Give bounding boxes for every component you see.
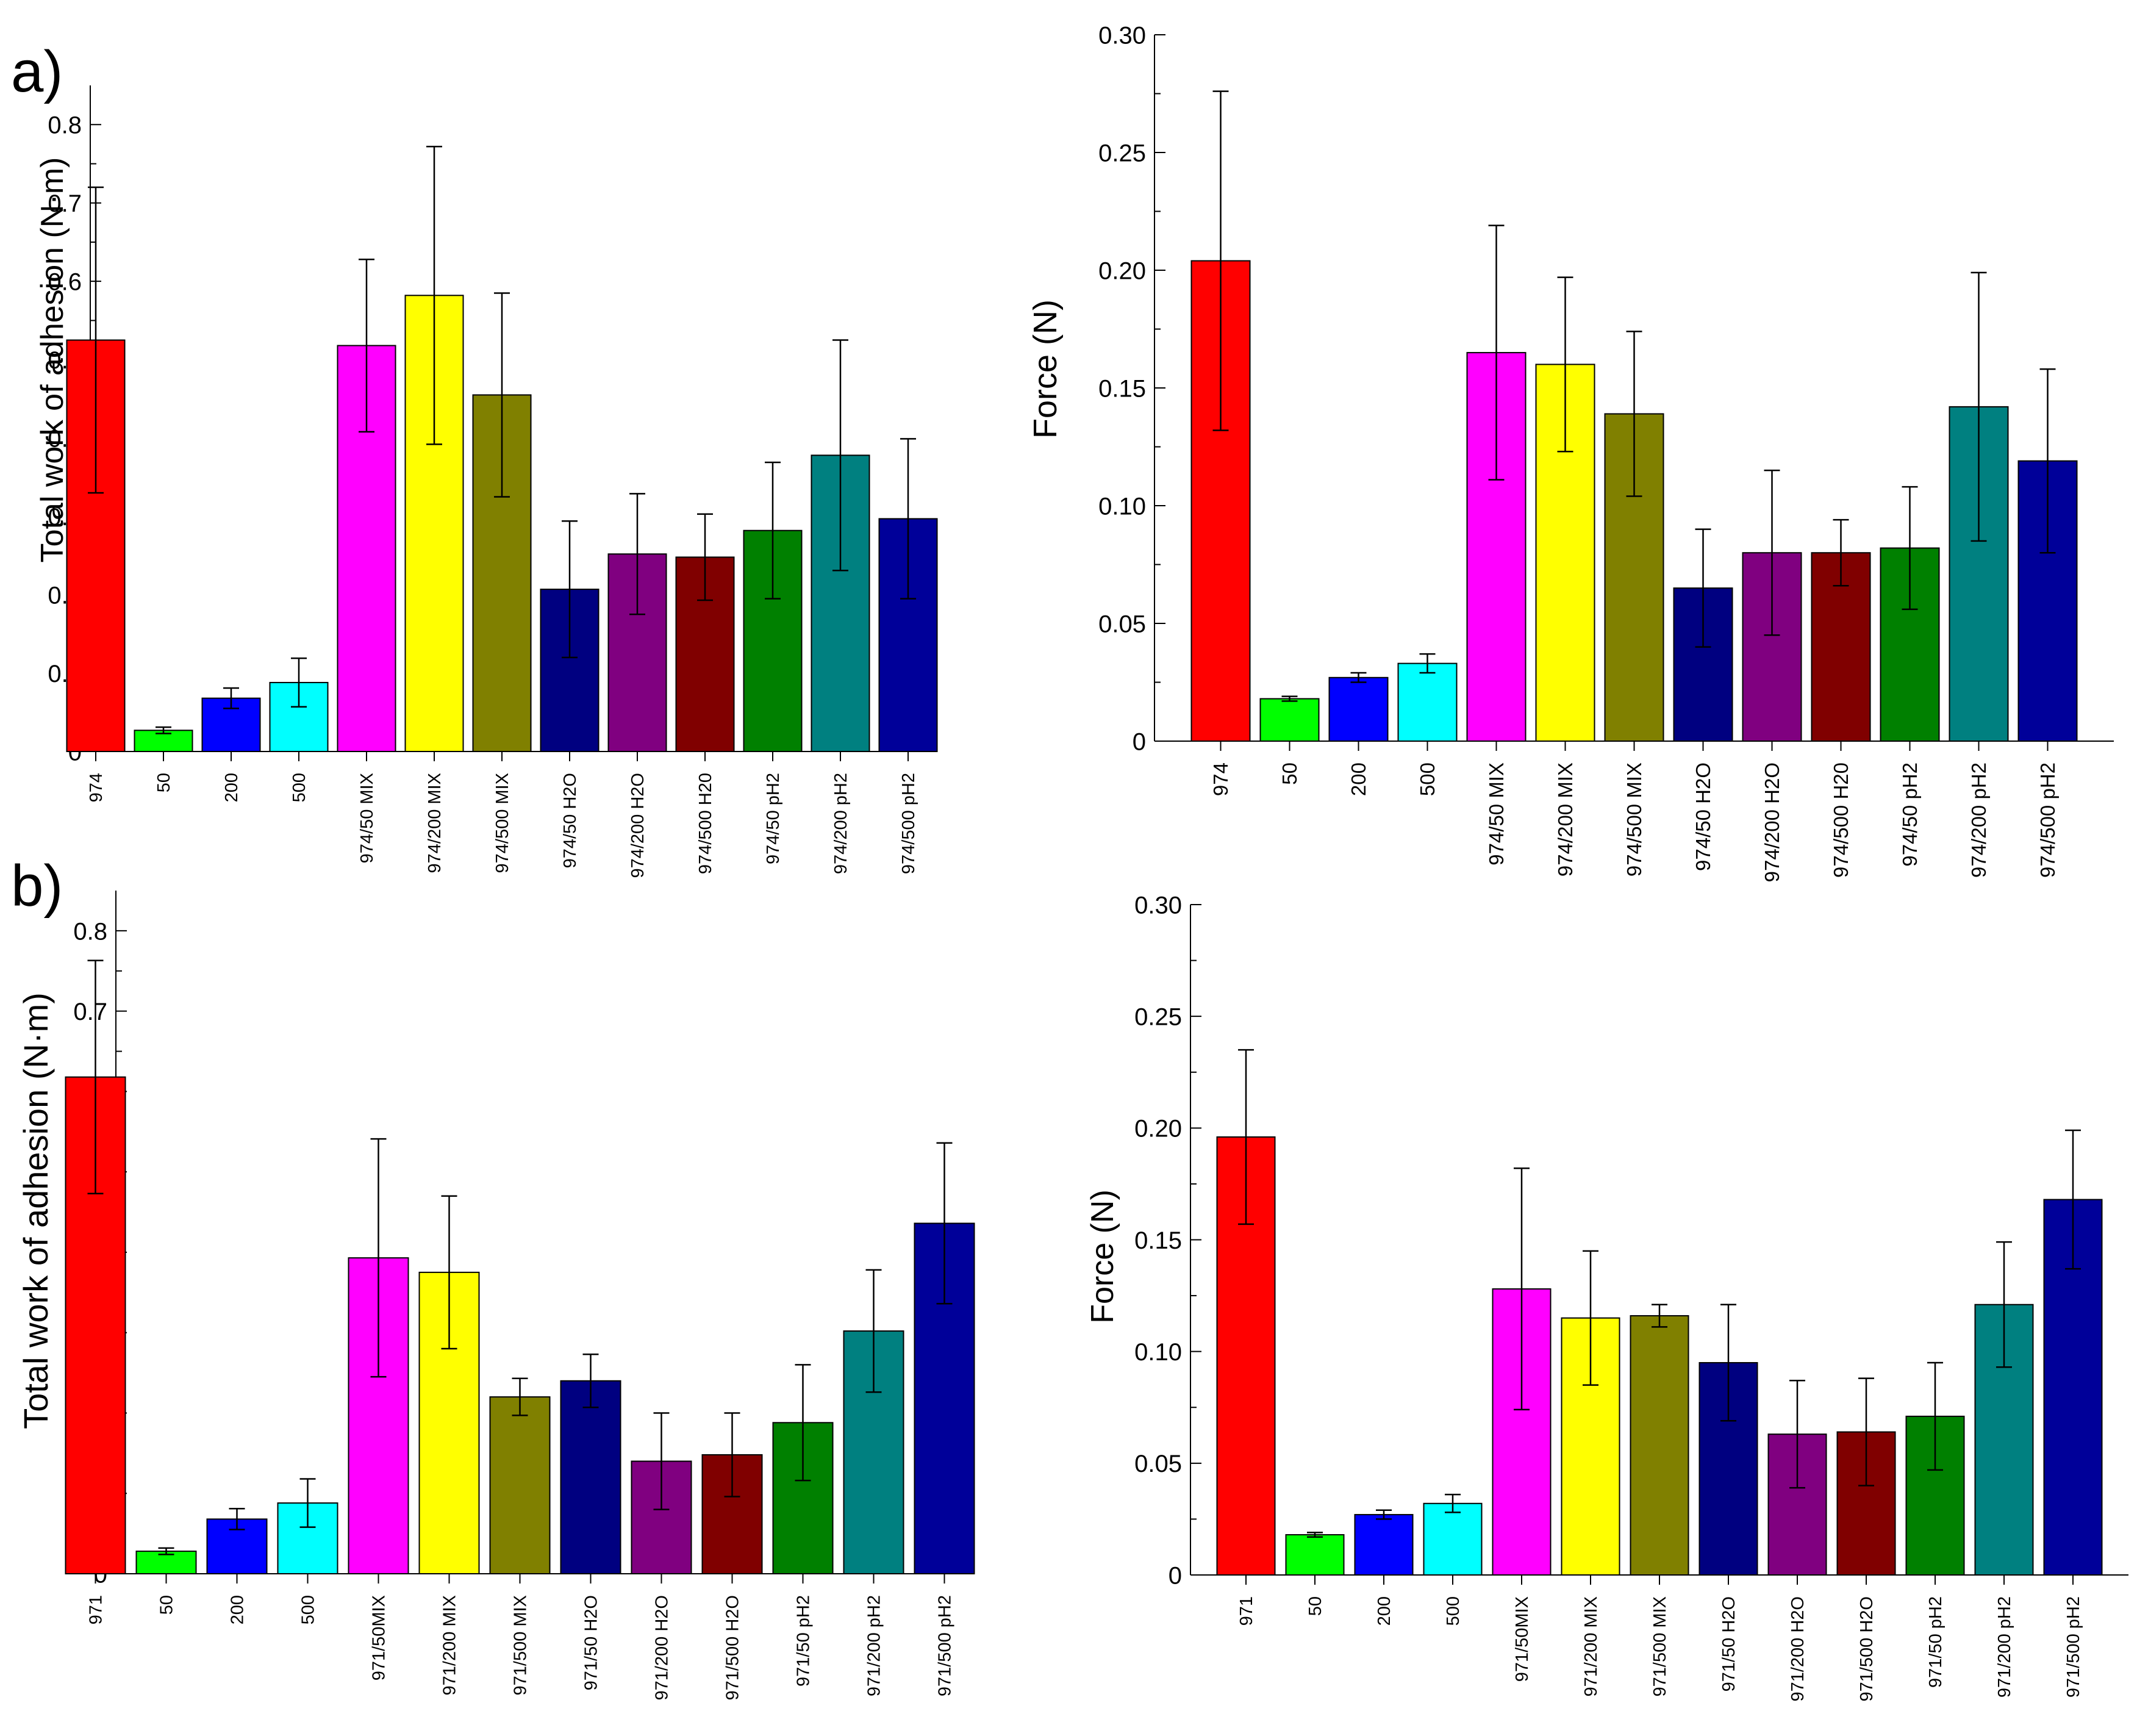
category-label: 200 [222, 773, 242, 802]
y-tick-label: 0.05 [1134, 1451, 1182, 1477]
y-tick-label: 0.10 [1098, 493, 1146, 520]
category-label: 974/50 pH2 [1899, 762, 1921, 867]
y-tick-label: 0 [1169, 1562, 1182, 1589]
panel-label-a: a) [11, 39, 63, 104]
category-label: 974/200 pH2 [1967, 762, 1990, 878]
category-label: 974/500 H20 [1830, 762, 1852, 878]
category-label: 974/50 H2O [1692, 762, 1714, 871]
bar-3 [1397, 662, 1458, 742]
category-label: 974/200 H2O [1761, 762, 1783, 882]
category-label: 50 [157, 1595, 177, 1615]
category-label: 971 [1237, 1596, 1256, 1626]
category-label: 974/200 MIX [425, 773, 445, 873]
y-tick-label: 0 [1133, 728, 1146, 755]
category-label: 500 [1416, 762, 1439, 796]
category-label: 974 [87, 773, 106, 802]
category-label: 200 [1347, 762, 1370, 796]
y-tick-label: 0.15 [1134, 1227, 1182, 1254]
category-label: 971/50 pH2 [1926, 1596, 1945, 1688]
y-axis-label: Force (N) [1027, 299, 1064, 439]
category-label: 974/500 pH2 [899, 773, 918, 874]
y-tick-label: 0.20 [1098, 257, 1146, 284]
category-label: 971/50 H2O [582, 1595, 601, 1690]
category-label: 971/50MIX [370, 1595, 389, 1680]
bar-2 [1354, 1514, 1414, 1576]
y-tick-label: 0.30 [1098, 22, 1146, 49]
chart-b-force: 0 0.05 0.10 0.15 0.20 0.25 0.30 Force (N) 971 50 2… [1085, 892, 2128, 1702]
y-tick-label: 0.8 [48, 112, 82, 139]
category-label: 500 [299, 1595, 318, 1624]
category-label: 974/50 MIX [357, 773, 377, 863]
category-label: 971/200 pH2 [865, 1595, 884, 1696]
y-tick-label: 0.6 [48, 269, 82, 296]
y-tick-label: 0.15 [1098, 375, 1146, 402]
category-label: 974/500 MIX [493, 773, 512, 873]
y-tick-label: 0.8 [73, 918, 107, 945]
y-tick-label: 0.20 [1134, 1116, 1182, 1142]
y-axis-label: Total work of adhesion (N·m) [35, 157, 70, 563]
category-label: 974/500 MIX [1623, 762, 1645, 877]
category-label: 974/50 pH2 [764, 773, 783, 864]
category-label: 974/200 pH2 [831, 773, 851, 874]
bar-6 [489, 1396, 551, 1575]
category-label: 971/200 MIX [1581, 1596, 1601, 1696]
y-axis-label: Force (N) [1085, 1189, 1120, 1324]
category-label: 974 [1209, 762, 1232, 796]
category-label: 971/200 MIX [440, 1595, 460, 1695]
category-label: 974/500 H20 [696, 773, 715, 874]
category-label: 200 [228, 1595, 248, 1624]
y-tick-label: 0.25 [1134, 1004, 1182, 1031]
category-label: 974/200 MIX [1554, 762, 1577, 877]
category-label: 971/500 H2O [723, 1595, 743, 1701]
category-label: 500 [1444, 1596, 1463, 1626]
y-axis-label: Total work of adhesion (N·m) [16, 992, 55, 1429]
category-label: 971/200 H2O [1788, 1596, 1808, 1702]
y-tick-label: 0.05 [1098, 611, 1146, 637]
panel-label-b: b) [11, 853, 63, 919]
category-label: 974/500 pH2 [2036, 762, 2059, 878]
bar-6 [1630, 1315, 1689, 1576]
category-label: 50 [1306, 1596, 1325, 1616]
category-label: 971/200 pH2 [1995, 1596, 2014, 1698]
bar-7 [560, 1380, 621, 1574]
category-label: 971/500 MIX [1650, 1596, 1670, 1696]
y-tick-label: 0.25 [1098, 140, 1146, 167]
bar-3 [1423, 1502, 1483, 1576]
category-label: 500 [290, 773, 309, 802]
category-label: 974/50 H2O [560, 773, 580, 868]
y-tick-label: 0.7 [73, 999, 107, 1025]
category-label: 971/500 pH2 [936, 1595, 955, 1696]
category-label: 971/200 H2O [653, 1595, 672, 1701]
category-label: 971/500 pH2 [2064, 1596, 2083, 1698]
bar-1 [1259, 698, 1320, 742]
category-label: 971/500 MIX [511, 1595, 531, 1695]
chart-a-force: 0 0.05 0.10 0.15 0.20 0.25 0.30 Force (N) 974 50 2… [1027, 22, 2114, 882]
category-label: 971 [87, 1595, 106, 1624]
category-label: 974/50 MIX [1485, 762, 1508, 866]
category-label: 971/50 pH2 [794, 1595, 814, 1687]
category-label: 971/50MIX [1512, 1596, 1532, 1682]
y-tick-label: 0.7 [48, 190, 82, 217]
y-tick-label: 0.10 [1134, 1339, 1182, 1366]
category-label: 974/200 H2O [628, 773, 648, 878]
category-label: 971/50 H2O [1719, 1596, 1739, 1691]
category-label: 971/500 H2O [1857, 1596, 1877, 1702]
category-label: 50 [1278, 762, 1301, 785]
bar-2 [1328, 676, 1389, 742]
category-label: 200 [1375, 1596, 1394, 1626]
y-tick-label: 0.30 [1134, 892, 1182, 919]
category-label: 50 [154, 773, 174, 792]
bar-1 [1285, 1534, 1345, 1576]
